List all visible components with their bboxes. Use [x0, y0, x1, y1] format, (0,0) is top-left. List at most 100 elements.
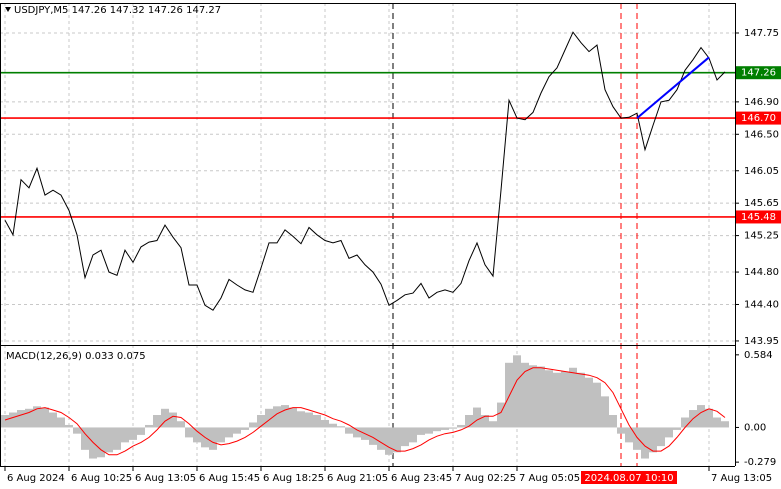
- macd-bar: [169, 412, 177, 428]
- y-tick-label: -0.279: [744, 457, 776, 468]
- macd-bar: [129, 427, 137, 440]
- macd-bar: [329, 423, 337, 428]
- macd-bar: [281, 405, 289, 428]
- macd-bar: [481, 415, 489, 428]
- macd-bar: [625, 427, 633, 443]
- macd-bar: [369, 427, 377, 445]
- macd-bar: [121, 427, 129, 443]
- macd-bar: [209, 427, 217, 450]
- macd-bar: [425, 427, 433, 434]
- macd-bar: [641, 427, 649, 459]
- macd-bar: [609, 415, 617, 428]
- macd-bar: [137, 427, 145, 435]
- macd-bar: [665, 427, 673, 438]
- macd-bar: [337, 426, 345, 428]
- macd-bar: [17, 410, 25, 428]
- macd-bar: [257, 415, 265, 428]
- macd-bar: [313, 415, 321, 428]
- macd-bar: [241, 427, 249, 430]
- macd-bar: [633, 427, 641, 450]
- trendline: [636, 56, 710, 119]
- macd-bar: [417, 427, 425, 435]
- macd-bar: [249, 422, 257, 428]
- x-tick-label: 7 Aug 13:05: [711, 473, 772, 484]
- macd-bar: [457, 424, 465, 428]
- x-tick-label: 6 Aug 2024: [7, 473, 65, 484]
- macd-bar: [441, 427, 449, 430]
- signal-line: [4, 367, 726, 456]
- level-box: [736, 111, 781, 125]
- macd-bar: [97, 427, 105, 458]
- macd-bar: [321, 419, 329, 428]
- macd-bar: [73, 427, 81, 434]
- macd-bar: [449, 427, 457, 429]
- x-tick-label: 7 Aug 05:05: [519, 473, 580, 484]
- macd-bar: [177, 421, 185, 428]
- macd-bar: [145, 424, 153, 428]
- mark-layer: [0, 3, 735, 466]
- macd-bar: [721, 421, 729, 428]
- cursor-label: 2024.08.07 10:10: [584, 473, 673, 484]
- y-tick-label: 0.00: [744, 422, 766, 433]
- macd-bar: [505, 362, 513, 428]
- macd-bar: [41, 407, 49, 428]
- macd-bar: [673, 427, 681, 430]
- y-tick-label: 0.584: [744, 350, 773, 361]
- macd-bar: [521, 362, 529, 428]
- macd-bar: [273, 406, 281, 428]
- y-tick-label: 143.95: [744, 336, 779, 347]
- macd-bar: [113, 427, 121, 450]
- macd-bar: [49, 412, 57, 428]
- macd-bar: [713, 417, 721, 428]
- macd-bar: [593, 382, 601, 428]
- macd-bar: [649, 427, 657, 453]
- x-tick-label: 6 Aug 21:05: [327, 473, 388, 484]
- macd-bar: [0, 415, 9, 428]
- macd-bar: [297, 411, 305, 428]
- macd-bar: [409, 427, 417, 443]
- x-tick-label: 6 Aug 10:25: [71, 473, 132, 484]
- macd-bar: [65, 424, 73, 428]
- level-box: [736, 66, 781, 80]
- y-tick-label: 144.40: [744, 299, 779, 310]
- macd-bar: [81, 427, 89, 450]
- macd-title: MACD(12,26,9) 0.033 0.075: [6, 351, 146, 362]
- macd-bar: [9, 412, 17, 428]
- macd-bar: [545, 370, 553, 428]
- y-tick-label: 146.50: [744, 129, 779, 140]
- macd-bar: [305, 412, 313, 428]
- macd-bar: [25, 408, 33, 428]
- macd-bar: [577, 372, 585, 428]
- chart-title: USDJPY,M5 147.26 147.32 147.26 147.27: [14, 5, 221, 16]
- macd-bar: [289, 407, 297, 428]
- y-tick-label: 145.25: [744, 231, 779, 242]
- macd-bar: [561, 371, 569, 428]
- macd-bar: [601, 396, 609, 428]
- y-tick-label: 146.05: [744, 166, 779, 177]
- title-triangle: [5, 7, 11, 12]
- x-tick-label: 6 Aug 18:25: [263, 473, 324, 484]
- macd-bar: [537, 366, 545, 428]
- macd-bar: [513, 355, 521, 428]
- macd-bar: [657, 427, 665, 447]
- level-box: [736, 210, 781, 224]
- macd-bar: [705, 408, 713, 428]
- macd-bar: [353, 427, 361, 438]
- x-tick-label: 6 Aug 15:45: [199, 473, 260, 484]
- macd-bar: [585, 377, 593, 428]
- macd-bar: [57, 417, 65, 428]
- macd-bar: [105, 427, 113, 453]
- macd-bar: [553, 372, 561, 428]
- level-label: 147.26: [741, 68, 776, 79]
- x-tick-label: 6 Aug 23:45: [391, 473, 452, 484]
- macd-bar: [697, 405, 705, 428]
- macd-bar: [33, 406, 41, 428]
- macd-bar: [225, 427, 233, 438]
- macd-bar: [217, 427, 225, 443]
- macd-bar: [265, 408, 273, 428]
- macd-bar: [401, 427, 409, 447]
- macd-bar: [385, 427, 393, 455]
